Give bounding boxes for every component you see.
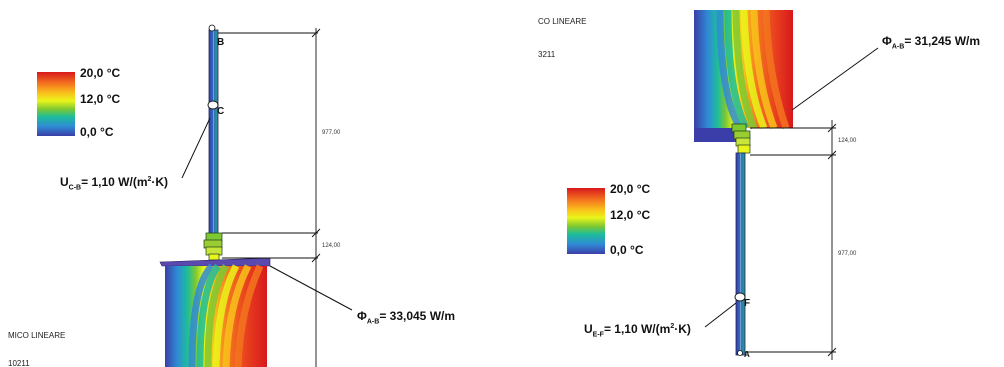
corner-code: 10211 xyxy=(8,359,30,367)
junction-frame xyxy=(203,232,223,261)
isotherms xyxy=(716,9,790,130)
left-panel: 20,0 °C 12,0 °C 0,0 °C B C 977,00 124,00… xyxy=(0,0,500,367)
isotherms xyxy=(188,263,264,367)
u-value-label: UC-B= 1,10 W/(m2·K) xyxy=(60,175,169,192)
block-bottom-edge xyxy=(694,128,738,142)
u-value-label: UE-F= 1,10 W/(m2·K) xyxy=(584,322,691,339)
dim-short-label: 124,00 xyxy=(322,243,341,249)
dim-long-label: 977,00 xyxy=(322,130,341,136)
phi-leader-line xyxy=(269,265,353,311)
u-leader-line xyxy=(704,302,737,328)
right-panel: 20,0 °C 12,0 °C 0,0 °C F A 124,00 977,00… xyxy=(520,0,1004,367)
legend-max-label: 20,0 °C xyxy=(80,66,121,80)
legend-mid-label: 12,0 °C xyxy=(610,208,651,222)
legend-bar xyxy=(567,188,605,254)
point-b-label: B xyxy=(217,37,225,48)
legend-min-label: 0,0 °C xyxy=(80,125,114,139)
dim-short-label: 124,00 xyxy=(838,138,857,144)
dimension-lines xyxy=(745,120,837,360)
dimension-lines xyxy=(218,28,321,367)
junction-frame xyxy=(731,123,751,154)
point-f-marker xyxy=(734,292,746,302)
u-leader-line xyxy=(181,117,211,179)
legend-bar xyxy=(37,72,75,136)
corner-title: CO LINEARE xyxy=(538,17,587,26)
phi-leader-line xyxy=(791,47,879,111)
corner-title: MICO LINEARE xyxy=(8,331,66,340)
right-diagram xyxy=(567,9,879,360)
point-a-marker xyxy=(737,350,743,356)
point-a-label: A xyxy=(744,350,750,359)
corner-code: 3211 xyxy=(538,50,556,59)
legend-max-label: 20,0 °C xyxy=(610,182,651,196)
legend-mid-label: 12,0 °C xyxy=(80,92,121,106)
dim-long-label: 977,00 xyxy=(838,251,857,257)
point-c-marker xyxy=(207,100,219,110)
point-f-label: F xyxy=(744,298,751,309)
phi-value-label: ΦA-B= 31,245 W/m xyxy=(882,34,981,51)
point-b-marker xyxy=(208,24,216,32)
legend-min-label: 0,0 °C xyxy=(610,243,644,257)
point-c-label: C xyxy=(217,106,225,117)
left-diagram xyxy=(37,24,353,367)
phi-value-label: ΦA-B= 33,045 W/m xyxy=(357,309,456,326)
